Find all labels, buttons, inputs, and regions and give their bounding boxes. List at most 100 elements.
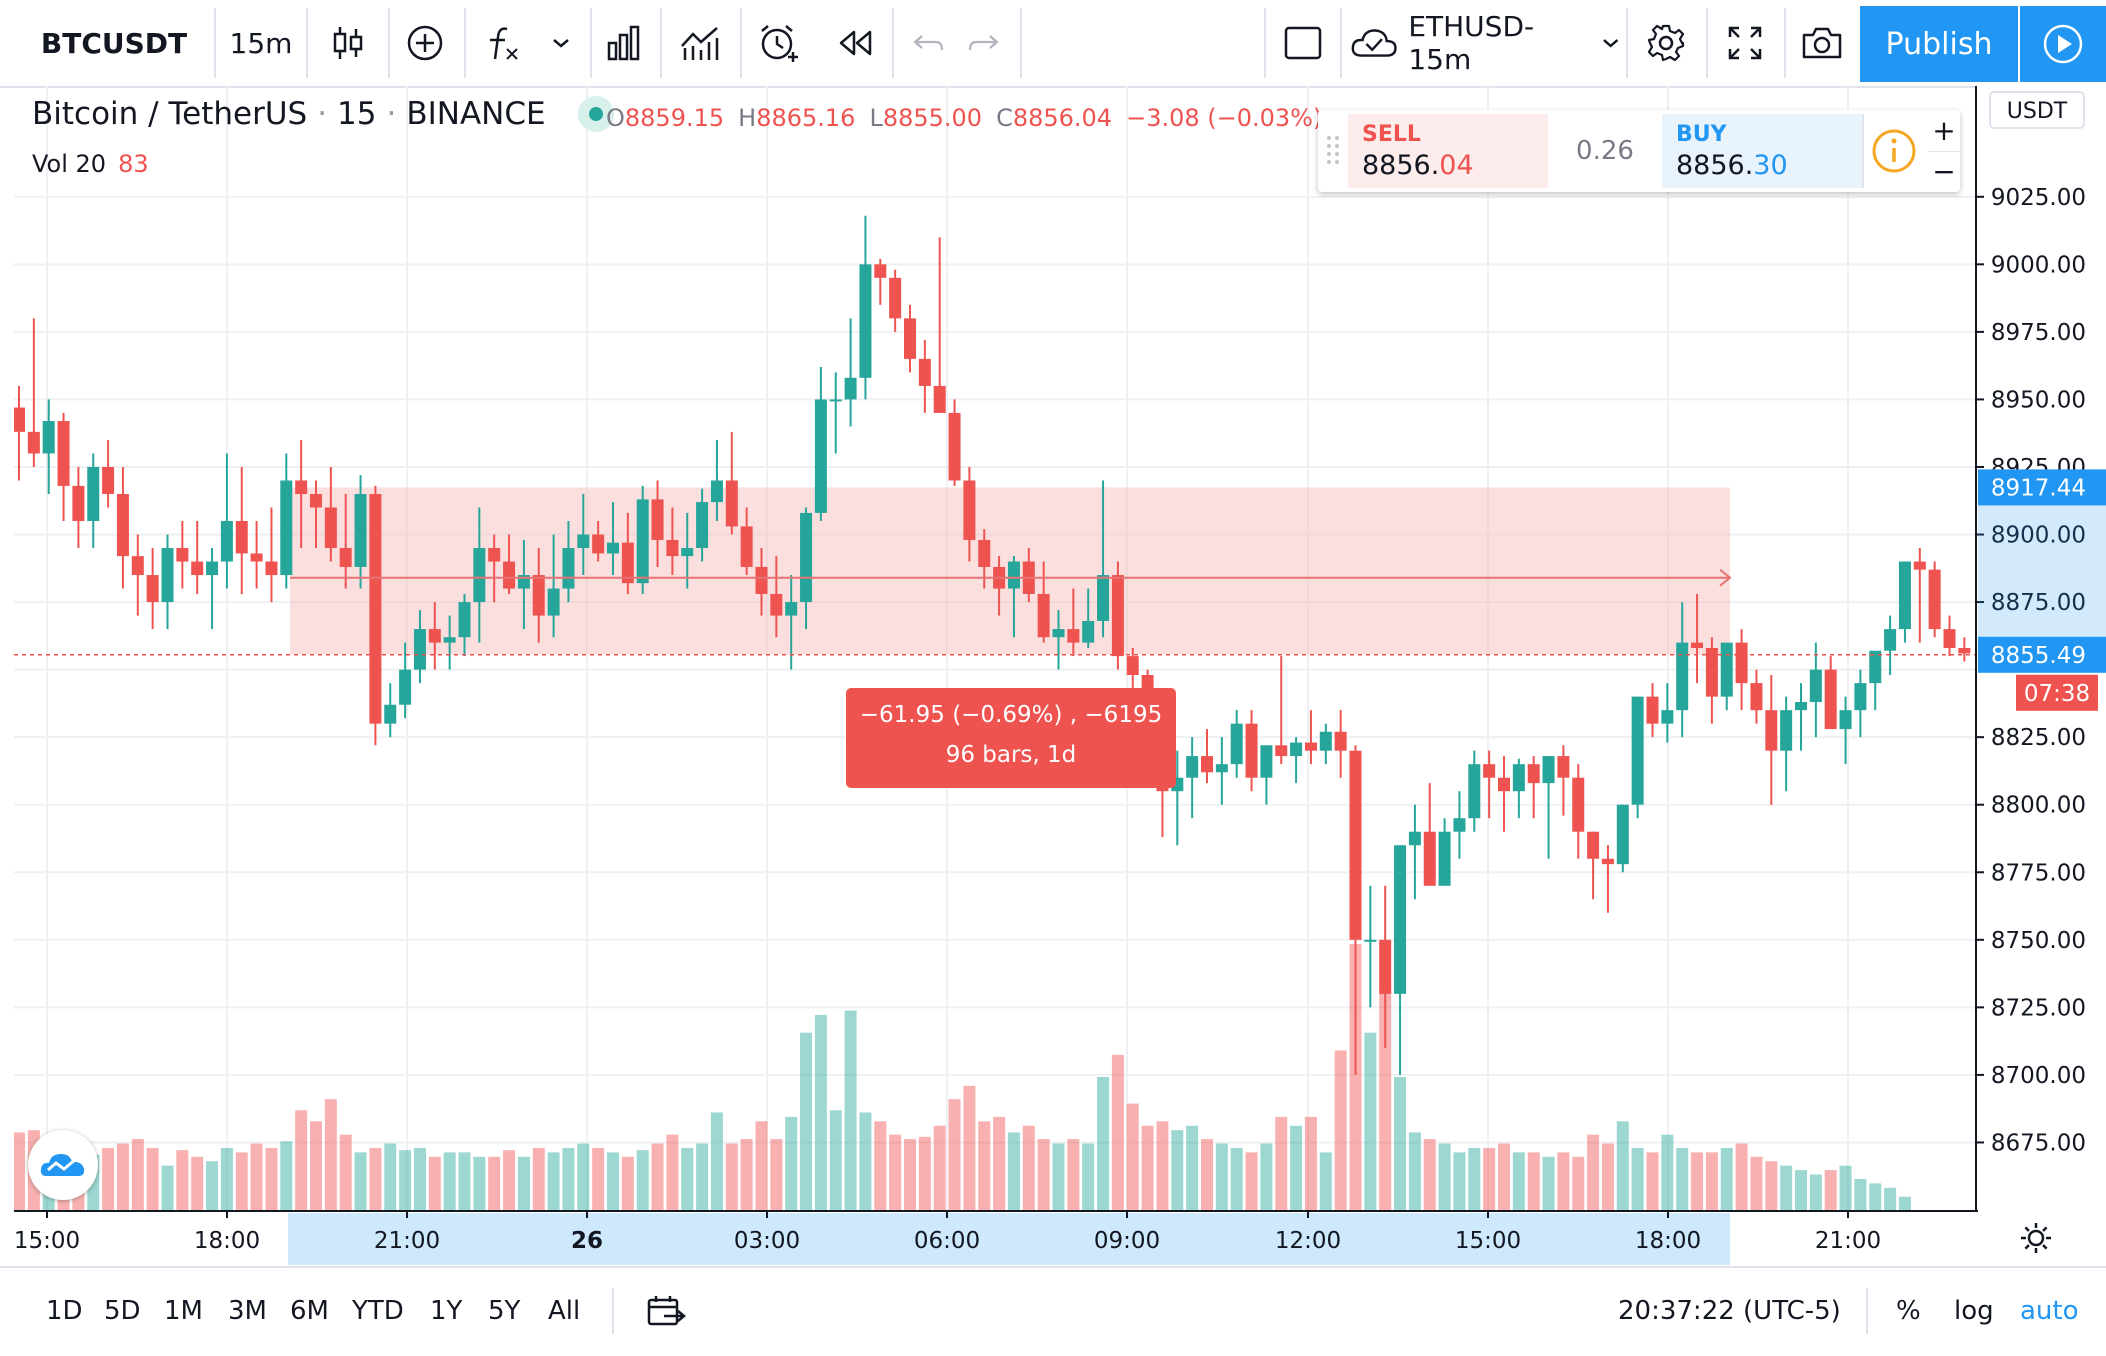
compare-add-icon[interactable]	[390, 0, 460, 86]
replay-icon[interactable]	[820, 0, 890, 86]
range-5d[interactable]: 5D	[104, 1296, 141, 1326]
candle[interactable]	[1869, 650, 1882, 711]
range-1m[interactable]: 1M	[164, 1296, 203, 1326]
candle[interactable]	[1304, 710, 1317, 765]
candle[interactable]	[1884, 615, 1897, 676]
candle[interactable]	[87, 453, 100, 549]
candle[interactable]	[1230, 710, 1243, 778]
candle[interactable]	[933, 237, 946, 413]
candle[interactable]	[1408, 804, 1421, 900]
candle[interactable]	[1527, 756, 1540, 819]
candle[interactable]	[1601, 845, 1614, 913]
candle[interactable]	[280, 453, 293, 589]
candle[interactable]	[458, 593, 471, 657]
candle[interactable]	[1631, 696, 1644, 819]
publish-button[interactable]: Publish	[1860, 6, 2018, 82]
candle[interactable]	[1215, 737, 1228, 805]
candle[interactable]	[1824, 656, 1837, 730]
candle[interactable]	[859, 215, 872, 400]
drag-handle-icon[interactable]	[1326, 134, 1340, 168]
candle[interactable]	[384, 683, 397, 738]
layout-square-icon[interactable]	[1266, 0, 1340, 86]
market-status-icon[interactable]	[577, 96, 614, 132]
candle[interactable]	[607, 502, 619, 576]
candle[interactable]	[324, 466, 337, 562]
candle[interactable]	[1498, 756, 1510, 832]
candle[interactable]	[250, 521, 263, 589]
candle[interactable]	[443, 615, 456, 670]
candle[interactable]	[963, 466, 976, 562]
range-3m[interactable]: 3M	[228, 1296, 267, 1326]
candle[interactable]	[918, 339, 931, 413]
range-all[interactable]: All	[548, 1296, 581, 1326]
candle[interactable]	[770, 556, 783, 638]
candle[interactable]	[57, 412, 70, 522]
candle[interactable]	[295, 439, 308, 549]
candle[interactable]	[473, 507, 486, 643]
settings-gear-icon[interactable]	[1628, 0, 1704, 86]
templates-icon[interactable]	[662, 0, 738, 86]
candle[interactable]	[755, 548, 768, 616]
candle[interactable]	[547, 534, 560, 638]
candle[interactable]	[413, 610, 426, 684]
price-chart[interactable]: 8675.00 8700.00 8725.00 8750.00 8775.00 8800.…	[13, 86, 2106, 1266]
candle[interactable]	[1007, 556, 1020, 638]
candle[interactable]	[42, 399, 55, 494]
candle[interactable]	[1037, 561, 1050, 643]
chart-area[interactable]: 8675.00 8700.00 8725.00 8750.00 8775.00 8800.…	[13, 86, 2106, 1266]
candle[interactable]	[13, 385, 25, 481]
candle[interactable]	[265, 507, 278, 603]
price-axis[interactable]: 8675.00 8700.00 8725.00 8750.00 8775.00 8800.…	[1975, 86, 2106, 1266]
candle[interactable]	[1587, 831, 1600, 900]
candle[interactable]	[27, 318, 40, 467]
candle[interactable]	[176, 521, 189, 589]
range-1y[interactable]: 1Y	[430, 1296, 463, 1326]
candle[interactable]	[1349, 745, 1362, 1075]
percent-scale-toggle[interactable]: %	[1896, 1296, 1921, 1326]
candle[interactable]	[1438, 818, 1451, 886]
candle[interactable]	[1290, 737, 1303, 784]
candle[interactable]	[354, 475, 367, 589]
clock-timezone[interactable]: 20:37:22 (UTC-5)	[1618, 1296, 1841, 1326]
candle[interactable]	[710, 439, 723, 522]
save-layout-button[interactable]: ETHUSD-15m	[1350, 0, 1620, 86]
indicators-icon[interactable]	[470, 0, 536, 86]
fullscreen-icon[interactable]	[1708, 0, 1782, 86]
candle[interactable]	[1364, 885, 1377, 1008]
info-icon[interactable]	[1862, 114, 1926, 188]
candle[interactable]	[116, 466, 129, 589]
redo-icon[interactable]	[952, 0, 1016, 86]
goto-date-icon[interactable]	[646, 1268, 686, 1354]
candle[interactable]	[1483, 750, 1496, 819]
candle[interactable]	[1616, 804, 1629, 873]
candle[interactable]	[1082, 588, 1095, 648]
candle[interactable]	[785, 575, 798, 670]
candle[interactable]	[1097, 480, 1110, 638]
candle[interactable]	[1943, 615, 1956, 657]
candle[interactable]	[1705, 637, 1718, 724]
candle[interactable]	[1275, 656, 1288, 765]
candle[interactable]	[1557, 745, 1570, 816]
candle[interactable]	[1067, 588, 1080, 657]
candles-icon[interactable]	[308, 0, 388, 86]
chevron-down-icon[interactable]	[536, 0, 586, 86]
sell-button[interactable]: SELL 8856.04	[1348, 114, 1548, 188]
candle[interactable]	[220, 453, 233, 589]
candle[interactable]	[1186, 737, 1199, 819]
candle[interactable]	[740, 507, 753, 576]
candle[interactable]	[889, 269, 902, 332]
candle[interactable]	[1839, 696, 1852, 765]
range-6m[interactable]: 6M	[290, 1296, 329, 1326]
candle[interactable]	[1394, 845, 1407, 1075]
candle[interactable]	[1646, 683, 1659, 738]
time-axis[interactable]: 15:00 18:00 21:00 26 03:00 06:00 09:00 12:00 15:…	[14, 1210, 2051, 1266]
auto-scale-toggle[interactable]: auto	[2020, 1296, 2079, 1326]
candle[interactable]	[503, 534, 516, 594]
candle[interactable]	[874, 258, 887, 305]
candle[interactable]	[488, 534, 501, 603]
candle[interactable]	[948, 399, 961, 486]
candle[interactable]	[1780, 696, 1793, 792]
candle[interactable]	[1572, 764, 1585, 859]
candle[interactable]	[577, 493, 590, 576]
candle[interactable]	[206, 548, 219, 630]
